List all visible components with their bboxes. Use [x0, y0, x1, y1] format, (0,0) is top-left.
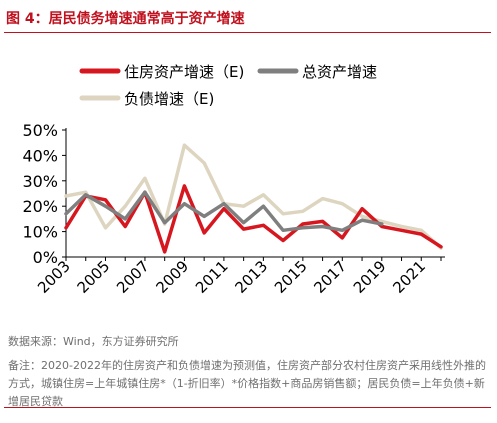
series-line-1 — [64, 190, 384, 233]
figure-title: 图 4：居民债务增速通常高于资产增速 — [6, 11, 245, 27]
x-tick-label: 2009 — [153, 257, 193, 297]
footnote: 备注：2020-2022年的住房资产和负债增速为预测值，住房资产部分农村住房资产… — [8, 359, 486, 408]
y-tick-label: 10% — [22, 223, 58, 242]
bottom-rule — [4, 407, 491, 408]
title-rule — [4, 32, 491, 33]
x-tick-label: 2011 — [192, 257, 232, 297]
x-tick-label: 2021 — [389, 257, 429, 297]
line-chart: 0%10%20%30%40%50%2003 2005 2007 2009 2011 201… — [22, 63, 445, 297]
x-tick-label: 2007 — [113, 257, 153, 297]
y-tick-label: 20% — [22, 197, 58, 216]
legend-label-1: 总资产增速 — [302, 63, 377, 81]
x-tick-label: 2015 — [271, 257, 311, 297]
legend-label-2: 负债增速（E) — [124, 90, 214, 108]
y-tick-label: 0% — [33, 248, 58, 267]
x-tick-label: 2005 — [74, 257, 114, 297]
x-tick-label: 2017 — [310, 257, 350, 297]
x-tick-label: 2019 — [350, 257, 390, 297]
series-line-2 — [64, 143, 443, 250]
y-tick-label: 40% — [22, 146, 58, 165]
legend-label-0: 住房资产增速（E) — [124, 63, 244, 81]
y-tick-label: 50% — [22, 121, 58, 140]
source-note: 数据来源：Wind，东方证券研究所 — [8, 335, 179, 348]
y-tick-label: 30% — [22, 172, 58, 191]
x-tick-label: 2013 — [231, 257, 271, 297]
